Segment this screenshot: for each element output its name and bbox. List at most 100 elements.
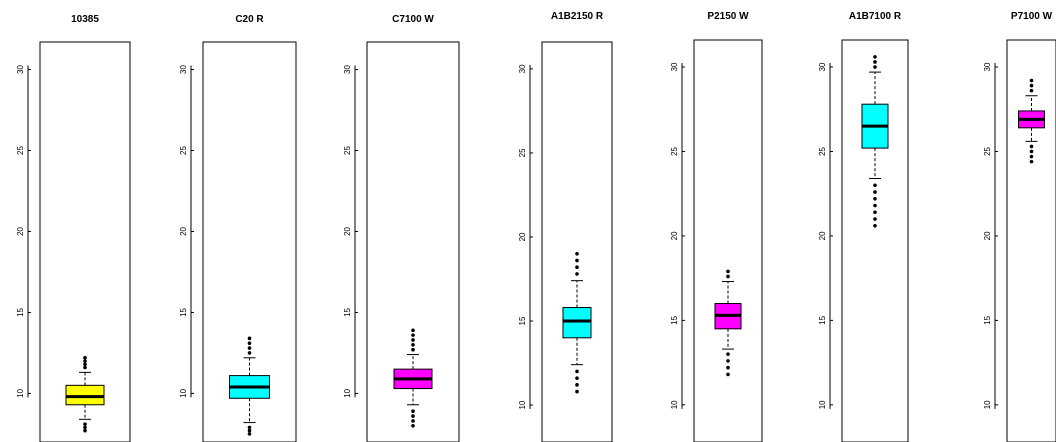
outlier-point [575,370,579,374]
y-tick-label: 25 [343,146,352,155]
y-tick-label: 25 [670,146,679,155]
y-tick-label: 15 [343,307,352,316]
outlier-point [411,343,415,347]
outlier-point [411,409,415,413]
y-tick-label: 20 [343,226,352,235]
outlier-point [411,338,415,342]
y-tick-label: 25 [518,148,527,157]
outlier-point [248,351,252,355]
outlier-point [873,210,877,214]
outlier-point [411,414,415,418]
y-tick-label: 25 [983,146,992,155]
outlier-point [248,337,252,341]
boxplot-panel: A1B7100 R 10 15 20 25 30 [818,11,908,442]
y-tick-label: 15 [983,315,992,324]
y-tick-label: 15 [670,315,679,324]
outlier-point [726,275,730,279]
y-tick-label: 15 [179,307,188,316]
plot-frame [842,40,908,442]
outlier-point [575,383,579,387]
outlier-point [83,359,87,363]
y-tick-label: 30 [670,62,679,71]
outlier-point [726,270,730,274]
panel-title: P7100 W [1011,11,1053,22]
outlier-point [726,373,730,377]
outlier-point [83,422,87,426]
panel-title: P2150 W [707,11,749,22]
outlier-point [411,419,415,423]
outlier-point [873,65,877,69]
outlier-point [248,341,252,345]
outlier-point [1030,79,1034,83]
y-tick-label: 25 [16,146,25,155]
y-tick-label: 10 [518,400,527,409]
outlier-point [1030,160,1034,164]
outlier-point [575,376,579,380]
y-tick-label: 15 [16,307,25,316]
outlier-point [575,390,579,394]
outlier-point [873,204,877,208]
boxplot-panel: P7100 W 10 15 20 25 30 [983,11,1056,442]
outlier-point [726,352,730,356]
outlier-point [873,217,877,221]
outlier-point [873,197,877,201]
y-tick-label: 15 [818,315,827,324]
outlier-point [83,356,87,360]
boxplot-panel: C7100 W 10 15 20 25 30 [343,14,459,442]
y-tick-label: 10 [16,388,25,397]
panel-title: A1B7100 R [849,11,902,22]
y-tick-label: 10 [343,388,352,397]
outlier-point [83,362,87,366]
outlier-point [1030,89,1034,93]
outlier-point [1030,155,1034,159]
y-tick-label: 30 [818,62,827,71]
outlier-point [873,60,877,64]
y-tick-label: 20 [16,226,25,235]
panel-title: C20 R [235,14,264,25]
y-tick-label: 20 [670,231,679,240]
outlier-point [248,426,252,430]
panel-title: A1B2150 R [551,11,604,22]
outlier-point [1030,145,1034,149]
panel-title: C7100 W [392,14,434,25]
y-tick-label: 15 [518,316,527,325]
outlier-point [726,359,730,363]
outlier-point [411,328,415,332]
outlier-point [575,265,579,269]
iqr-box [66,385,104,404]
outlier-point [575,252,579,256]
y-tick-label: 10 [983,400,992,409]
boxplot-panel: P2150 W 10 15 20 25 30 [670,11,762,442]
outlier-point [83,429,87,433]
panel-title: 10385 [71,14,99,25]
outlier-point [411,348,415,352]
boxplot-panel: 10385 10 15 20 25 30 [16,14,130,442]
boxplot-panel: A1B2150 R 10 15 20 25 30 [518,11,612,442]
plot-frame [542,42,612,442]
outlier-point [248,346,252,350]
outlier-point [726,366,730,370]
outlier-point [873,224,877,228]
y-tick-label: 25 [818,146,827,155]
y-tick-label: 10 [670,400,679,409]
y-tick-label: 20 [983,231,992,240]
y-tick-label: 10 [818,400,827,409]
outlier-point [873,190,877,194]
outlier-point [248,429,252,433]
y-tick-label: 30 [179,65,188,74]
y-tick-label: 25 [179,146,188,155]
outlier-point [83,426,87,430]
outlier-point [575,272,579,276]
y-tick-label: 20 [518,232,527,241]
outlier-point [873,55,877,59]
outlier-point [83,366,87,370]
outlier-point [575,259,579,263]
iqr-box [563,308,591,338]
y-tick-label: 20 [818,231,827,240]
outlier-point [873,183,877,187]
outlier-point [248,432,252,436]
plot-frame [40,42,130,442]
outlier-point [411,424,415,428]
y-tick-label: 30 [343,65,352,74]
